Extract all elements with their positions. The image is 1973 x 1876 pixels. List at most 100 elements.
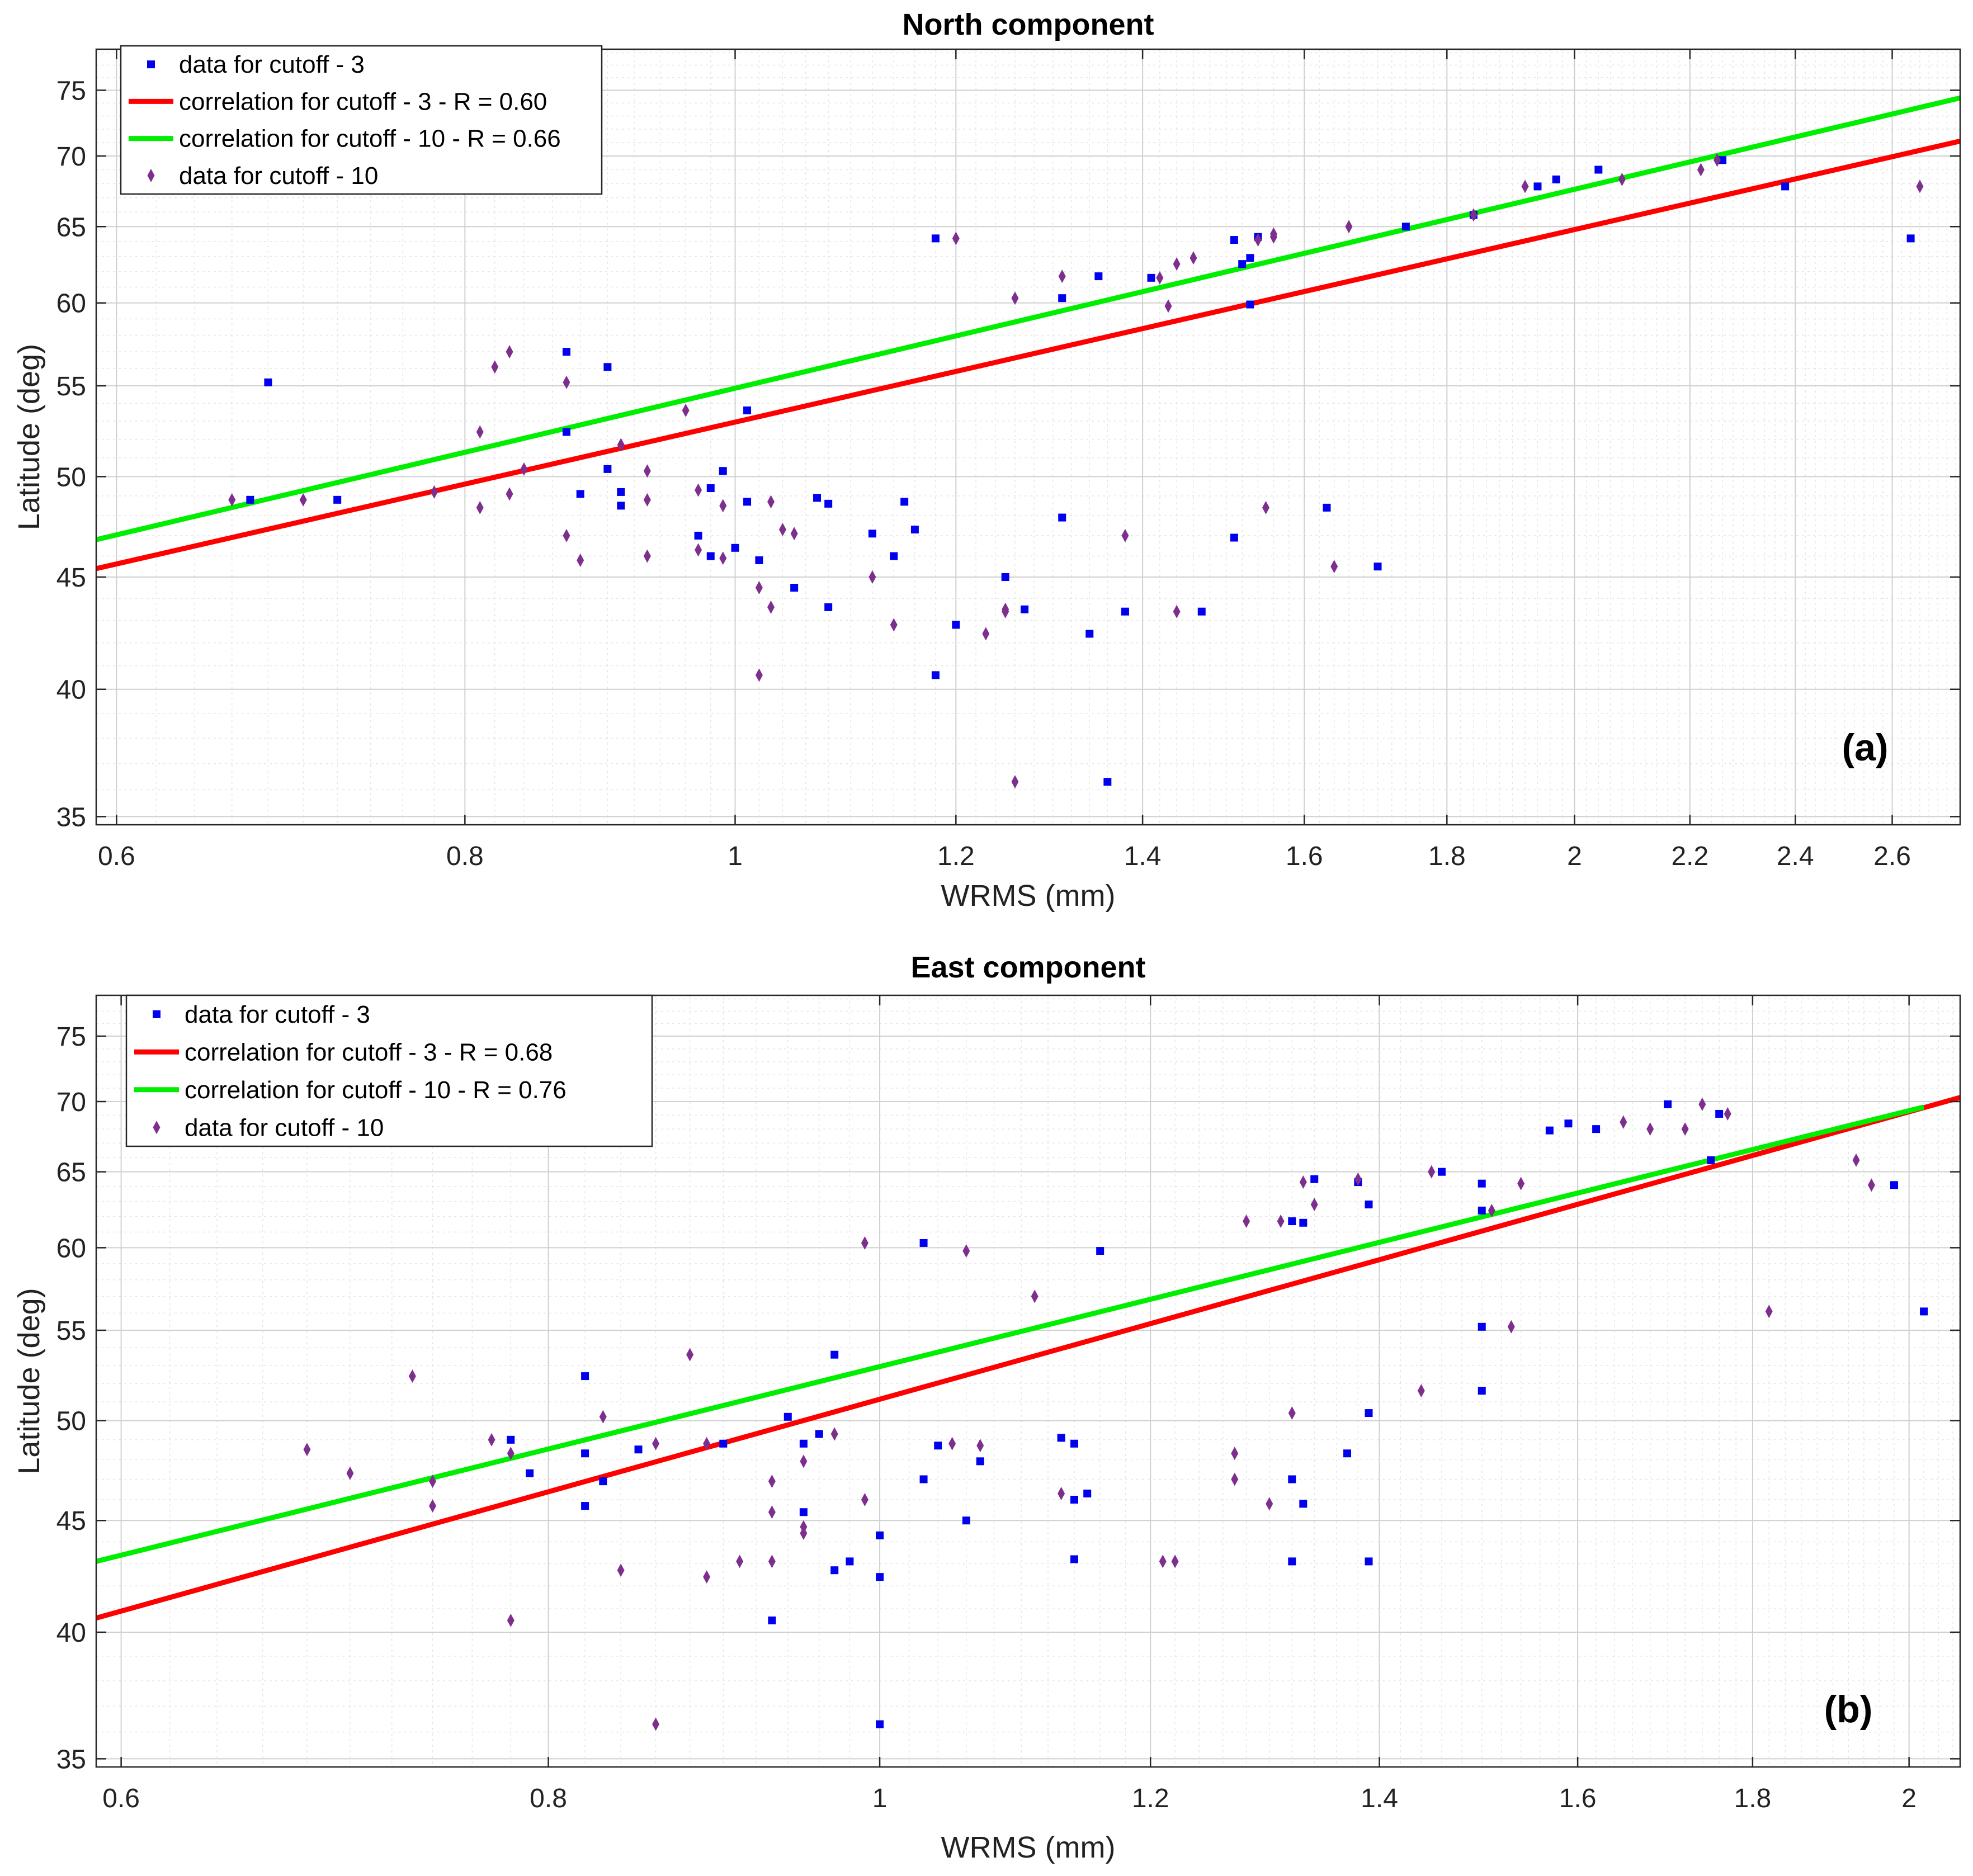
data-point-square [1781, 182, 1790, 191]
data-point-square [731, 544, 739, 552]
y-tick-label: 70 [56, 1088, 86, 1117]
north-y-axis-label: Latitude (deg) [12, 344, 46, 530]
data-point-diamond [767, 495, 775, 509]
data-point-square [1664, 1100, 1672, 1108]
data-point-square [1083, 1489, 1092, 1497]
data-point-square [1715, 1109, 1724, 1118]
data-point-diamond [1488, 1203, 1495, 1217]
data-point-square [1058, 513, 1066, 522]
data-point-diamond [643, 493, 651, 507]
data-point-diamond [652, 1717, 660, 1731]
data-point-square [976, 1457, 984, 1466]
data-point-diamond [1269, 227, 1277, 241]
data-point-diamond [982, 627, 990, 641]
data-point-square [1478, 1206, 1486, 1215]
data-point-square [1707, 1156, 1715, 1164]
x-tick-label: 1.2 [1132, 1784, 1169, 1813]
north-chart-title: North component [903, 8, 1154, 41]
east-grid [96, 995, 1960, 1767]
data-point-square [1197, 607, 1206, 616]
data-point-square [1310, 1175, 1319, 1183]
data-point-diamond [1852, 1153, 1860, 1167]
data-point-diamond [948, 1436, 956, 1450]
data-point-square [919, 1475, 928, 1483]
data-point-diamond [861, 1236, 869, 1250]
x-tick-label: 2.2 [1671, 842, 1708, 871]
data-point-diamond [1646, 1122, 1654, 1136]
data-point-square [617, 488, 625, 496]
data-point-diamond [563, 528, 570, 542]
x-tick-label: 1.6 [1286, 842, 1323, 871]
data-point-diamond [1697, 163, 1705, 177]
data-point-square [1594, 166, 1603, 174]
x-tick-label: 0.8 [446, 842, 484, 871]
data-point-square [783, 1412, 792, 1421]
x-tick-label: 0.6 [98, 842, 135, 871]
north-grid [96, 49, 1960, 825]
north-series-cutoff-10 [228, 153, 1924, 789]
east-axes-frame [95, 994, 1961, 1768]
north-series-cutoff-3 [246, 156, 1915, 786]
x-tick-label: 1 [728, 842, 743, 871]
data-point-diamond [736, 1554, 744, 1568]
data-point-diamond [1681, 1122, 1689, 1136]
data-point-diamond [703, 1570, 711, 1584]
data-point-square [743, 498, 752, 506]
y-tick-label: 45 [56, 1506, 86, 1536]
data-point-square [1246, 254, 1254, 262]
data-point-diamond [778, 523, 786, 537]
data-point-diamond [1618, 172, 1626, 186]
data-point-square [264, 378, 272, 386]
data-point-diamond [767, 600, 775, 614]
data-point-square [890, 552, 898, 560]
data-point-square [910, 526, 919, 534]
x-tick-label: 2.4 [1777, 842, 1814, 871]
data-point-square [634, 1445, 643, 1454]
data-point-diamond [962, 1244, 970, 1258]
data-point-square [1021, 605, 1029, 613]
data-point-diamond [617, 438, 625, 452]
east-series-cutoff-10 [303, 1097, 1875, 1731]
data-point-square [246, 495, 254, 504]
data-point-diamond [1266, 1497, 1273, 1511]
data-point-diamond [1345, 220, 1353, 234]
data-point-square [1365, 1557, 1373, 1566]
data-point-diamond [1011, 291, 1019, 305]
data-point-diamond [1173, 604, 1181, 618]
legend-marker-diamond [147, 168, 155, 182]
data-point-diamond [1507, 1320, 1515, 1334]
data-point-square [581, 1449, 589, 1458]
data-point-diamond [346, 1466, 354, 1480]
legend-label: correlation for cutoff - 10 - R = 0.76 [185, 1076, 567, 1104]
data-point-square [581, 1502, 589, 1510]
data-point-diamond [617, 1563, 625, 1577]
data-point-square [755, 556, 763, 564]
north-component-chart: 0.6 0.8 1 1.2 1.4 1.6 1.8 2 2.2 2.4 2.6 35 40 45 50 55 6… [12, 8, 1961, 913]
legend-label: data for cutoff - 10 [179, 162, 378, 190]
legend-label: data for cutoff - 3 [179, 51, 365, 78]
data-point-diamond [408, 1369, 416, 1383]
y-tick-label: 65 [56, 212, 86, 242]
data-point-square [799, 1439, 808, 1448]
x-tick-label: 1.8 [1428, 842, 1466, 871]
data-point-diamond [491, 360, 499, 374]
data-point-square [1533, 182, 1542, 191]
data-point-diamond [303, 1443, 311, 1457]
data-point-diamond [1620, 1115, 1627, 1129]
north-axes-frame [95, 48, 1961, 826]
data-point-diamond [1231, 1472, 1239, 1486]
x-tick-label: 1.6 [1559, 1784, 1597, 1813]
data-point-diamond [695, 483, 702, 497]
north-panel-tag: (a) [1842, 726, 1888, 769]
data-point-square [1323, 503, 1331, 512]
x-tick-label: 2 [1567, 842, 1582, 871]
data-point-square [617, 502, 625, 510]
data-point-diamond [682, 403, 690, 417]
data-point-diamond [1254, 233, 1262, 247]
data-point-square [603, 465, 612, 473]
data-point-diamond [755, 581, 763, 595]
data-point-diamond [695, 543, 702, 557]
data-point-square [719, 467, 727, 475]
legend-label: correlation for cutoff - 3 - R = 0.68 [185, 1038, 553, 1066]
data-point-diamond [768, 1505, 776, 1519]
